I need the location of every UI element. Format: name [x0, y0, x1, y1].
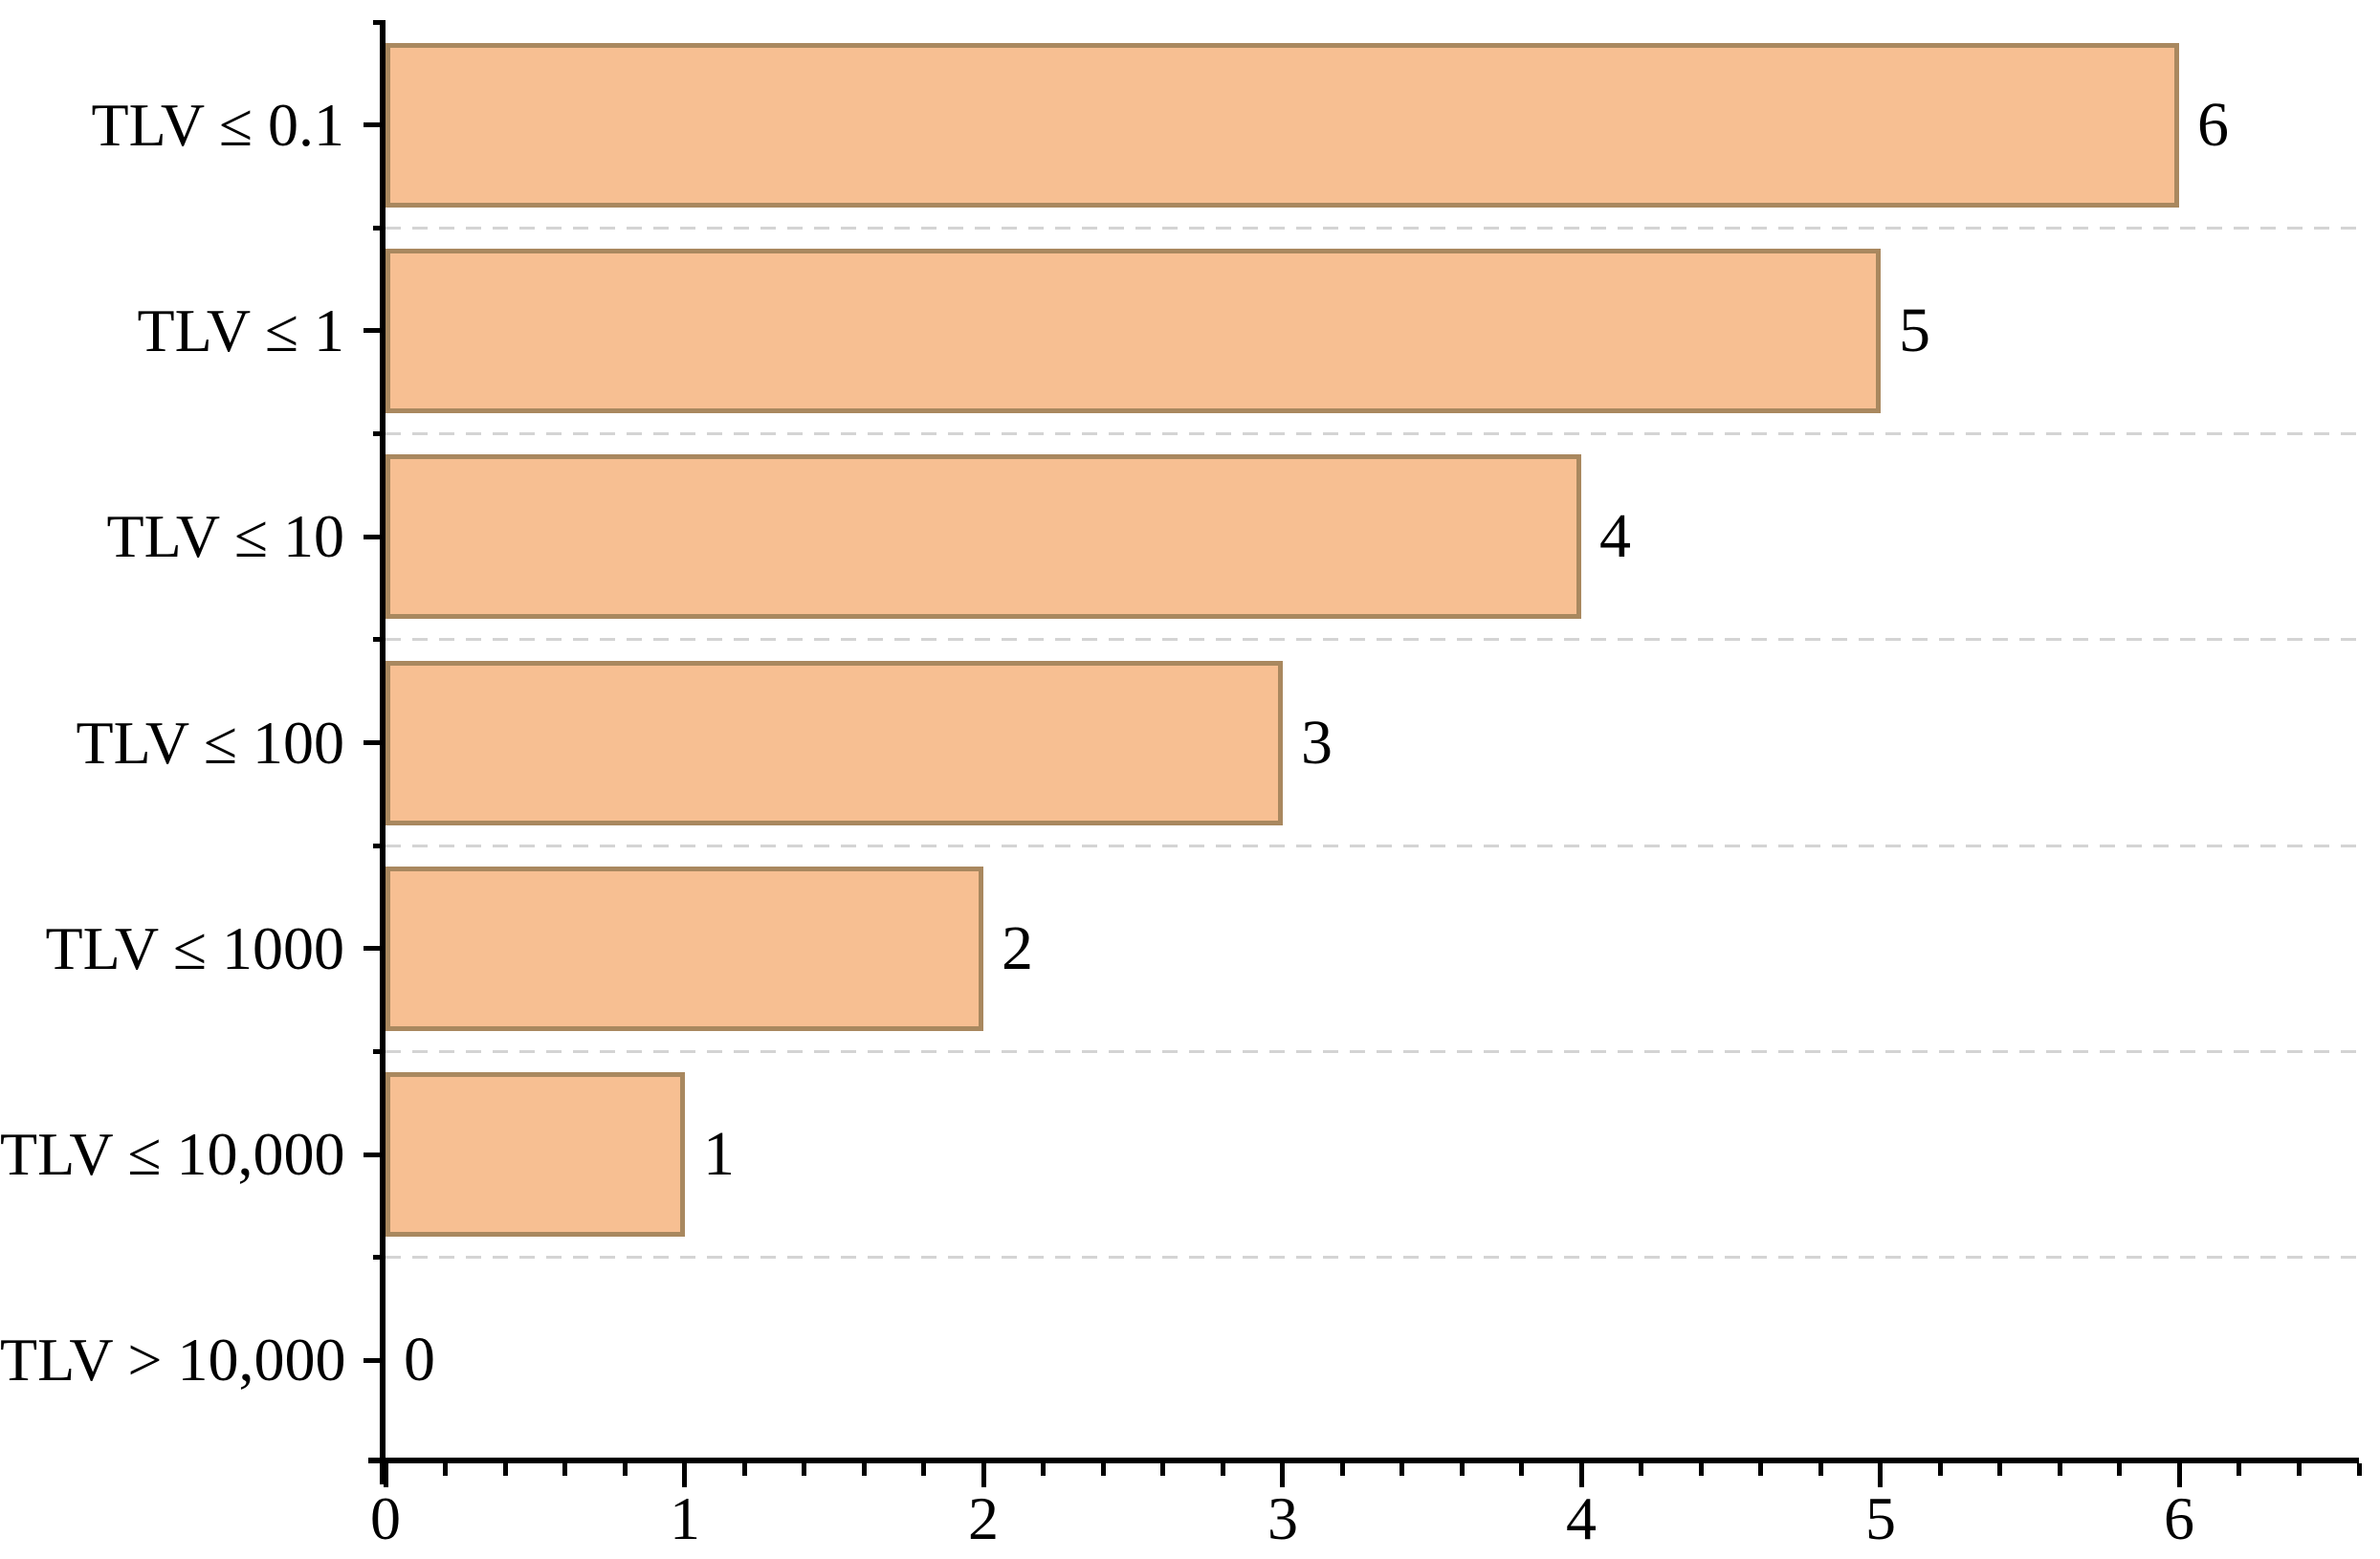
- x-axis-minor-tick: [802, 1463, 806, 1476]
- y-axis-major-tick: [364, 1153, 386, 1157]
- bar-value-label: 4: [1599, 501, 1631, 571]
- x-axis-minor-tick: [1519, 1463, 1524, 1476]
- category-boundary-gridline: [386, 1256, 2359, 1260]
- x-axis-minor-tick: [1101, 1463, 1106, 1476]
- bar-value-label: 0: [404, 1325, 435, 1394]
- x-axis-minor-tick: [443, 1463, 448, 1476]
- y-axis-line: [380, 22, 386, 1484]
- y-axis-minor-tick: [373, 431, 386, 436]
- x-axis-minor-tick: [1221, 1463, 1225, 1476]
- bar: [386, 1072, 685, 1237]
- y-axis-major-tick: [364, 740, 386, 745]
- x-axis-major-tick: [981, 1463, 986, 1487]
- x-axis-minor-tick: [1997, 1463, 2002, 1476]
- x-axis-major-tick: [1878, 1463, 1883, 1487]
- y-axis-major-tick: [364, 1358, 386, 1363]
- x-axis-minor-tick: [2357, 1463, 2362, 1476]
- bar-value-label: 5: [1899, 296, 1930, 365]
- y-axis-minor-tick: [373, 1255, 386, 1260]
- category-label: TLV ≤ 1: [137, 296, 345, 364]
- x-tick-label: 1: [670, 1484, 700, 1552]
- x-axis-minor-tick: [1340, 1463, 1345, 1476]
- x-axis-minor-tick: [503, 1463, 508, 1476]
- x-axis-major-tick: [1579, 1463, 1584, 1487]
- y-axis-major-tick: [364, 122, 386, 127]
- x-axis-minor-tick: [1699, 1463, 1704, 1476]
- y-axis-minor-tick: [373, 226, 386, 231]
- bar: [386, 454, 1581, 619]
- x-tick-label: 0: [370, 1484, 401, 1552]
- x-tick-label: 4: [1566, 1484, 1597, 1552]
- x-axis-minor-tick: [742, 1463, 747, 1476]
- x-axis-minor-tick: [2297, 1463, 2302, 1476]
- category-boundary-gridline: [386, 844, 2359, 847]
- x-axis-minor-tick: [1818, 1463, 1823, 1476]
- bar-value-label: 1: [703, 1119, 735, 1189]
- category-label: TLV ≤ 100: [76, 709, 345, 777]
- bar-value-label: 6: [2197, 90, 2229, 160]
- category-boundary-gridline: [386, 1049, 2359, 1053]
- y-axis-minor-tick: [373, 844, 386, 848]
- x-axis-major-tick: [384, 1463, 388, 1487]
- category-label: TLV ≤ 1000: [45, 914, 345, 982]
- category-label: TLV ≤ 0.1: [91, 91, 345, 159]
- y-axis-minor-tick: [373, 1049, 386, 1054]
- y-axis-minor-tick: [373, 20, 386, 25]
- category-boundary-gridline: [386, 432, 2359, 436]
- x-axis-minor-tick: [1758, 1463, 1763, 1476]
- category-boundary-gridline: [386, 638, 2359, 642]
- y-axis-major-tick: [364, 535, 386, 539]
- x-axis-minor-tick: [2117, 1463, 2122, 1476]
- x-tick-label: 6: [2164, 1484, 2194, 1552]
- bar: [386, 249, 1881, 413]
- bar-value-label: 2: [1002, 913, 1033, 983]
- bar-value-label: 3: [1301, 708, 1333, 778]
- x-axis-minor-tick: [2237, 1463, 2241, 1476]
- y-axis-major-tick: [364, 328, 386, 333]
- x-axis-minor-tick: [862, 1463, 867, 1476]
- x-axis-major-tick: [1280, 1463, 1285, 1487]
- x-axis-minor-tick: [1399, 1463, 1404, 1476]
- category-label: TLV ≤ 10,000: [0, 1120, 345, 1188]
- category-label: TLV > 10,000: [0, 1326, 346, 1394]
- category-label: TLV ≤ 10: [106, 502, 345, 570]
- x-axis-minor-tick: [1041, 1463, 1046, 1476]
- bar: [386, 43, 2179, 208]
- x-axis-major-tick: [682, 1463, 687, 1487]
- y-axis-minor-tick: [373, 637, 386, 642]
- x-tick-label: 5: [1865, 1484, 1896, 1552]
- x-axis-minor-tick: [1460, 1463, 1465, 1476]
- bar: [386, 867, 983, 1031]
- x-tick-label: 3: [1267, 1484, 1298, 1552]
- x-axis-minor-tick: [1639, 1463, 1643, 1476]
- x-axis-minor-tick: [2058, 1463, 2062, 1476]
- x-axis-minor-tick: [623, 1463, 628, 1476]
- x-axis-line: [368, 1458, 2359, 1463]
- x-axis-minor-tick: [562, 1463, 567, 1476]
- category-boundary-gridline: [386, 226, 2359, 230]
- y-axis-major-tick: [364, 946, 386, 951]
- x-axis-minor-tick: [1938, 1463, 1943, 1476]
- x-tick-label: 2: [968, 1484, 999, 1552]
- x-axis-major-tick: [2177, 1463, 2182, 1487]
- x-axis-minor-tick: [921, 1463, 926, 1476]
- bar: [386, 661, 1283, 825]
- x-axis-minor-tick: [1160, 1463, 1165, 1476]
